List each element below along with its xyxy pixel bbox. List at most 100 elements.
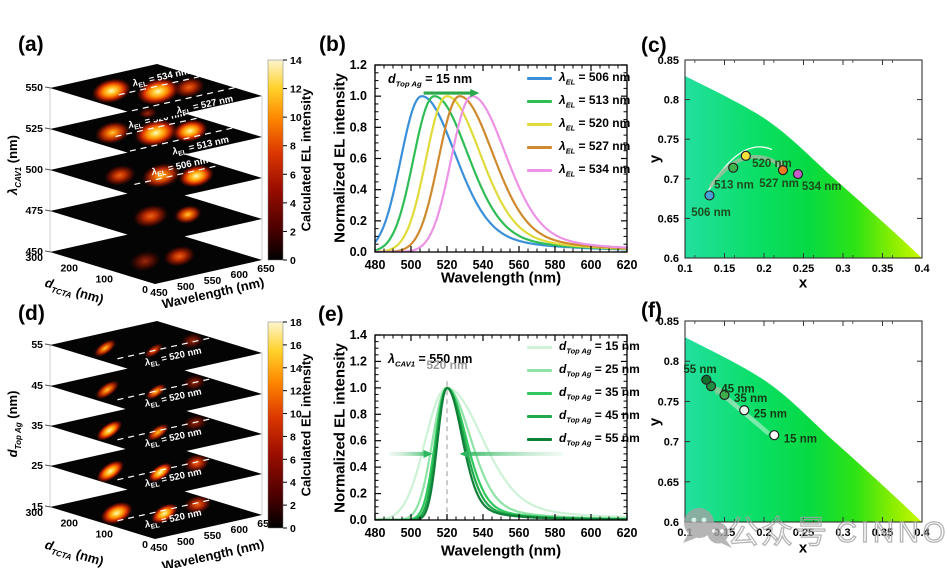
y-tick-label: 0.85	[658, 55, 679, 67]
y-tick-label: 550	[25, 82, 43, 94]
y-tick-label: 475	[25, 205, 43, 217]
x-tick-label: 540	[473, 526, 494, 540]
panel-f-x-axis-label: x	[798, 539, 808, 557]
panel-c-y-axis-label: y	[646, 154, 664, 164]
panel-e-x-axis-label: Wavelength (nm)	[440, 542, 562, 560]
y-tick-label: 0.7	[664, 437, 679, 449]
legend-label: dTop Ag = 45 nm	[559, 408, 640, 425]
cie-point	[704, 190, 715, 201]
el-intensity-blob	[178, 164, 214, 188]
d-tick-label: 100	[95, 528, 113, 540]
panel-e-peak-note: 520 nm	[426, 358, 468, 372]
x-tick-label: 0.3	[835, 527, 850, 539]
cie-point	[719, 389, 730, 401]
spectrum-curve	[375, 386, 627, 520]
el-intensity-blob	[141, 163, 181, 189]
x-tick-label: 0.2	[756, 527, 771, 539]
y-tick-label: 0.4	[350, 183, 367, 197]
x-tick-label: 580	[545, 526, 566, 540]
el-intensity-blob	[146, 423, 170, 442]
legend-item: λEL = 506 nm	[527, 67, 630, 90]
panel-a-letter: (a)	[18, 33, 44, 56]
cie-point	[740, 150, 751, 161]
legend-item: dTop Ag = 55 nm	[527, 428, 640, 451]
x-tick-label: 600	[581, 526, 602, 540]
el-intensity-blob	[172, 119, 208, 143]
panel-b-y-axis-label: Normalized EL intensity	[331, 73, 349, 243]
panel-e-legend: dTop Ag = 15 nm dTop Ag = 25 nm dTop Ag = …	[527, 336, 640, 451]
panel-c-x-axis-label: x	[798, 274, 808, 292]
y-tick-label: 1.4	[350, 328, 367, 342]
wavelength-tick-label: 650	[257, 263, 275, 275]
cie-point	[739, 405, 750, 416]
legend-swatch	[527, 99, 552, 104]
y-tick-label: 0.8	[350, 407, 367, 421]
x-tick-label: 0.15	[714, 263, 735, 275]
x-tick-label: 560	[509, 526, 530, 540]
panel-d-y-axis-label: dTop Ag (nm)	[5, 390, 23, 458]
colorbar-tick-label: 16	[290, 340, 302, 352]
colorbar-tick-label: 4	[290, 477, 296, 489]
wavelength-tick-label: 600	[230, 269, 248, 281]
y-tick-label: 0.4	[350, 460, 367, 474]
x-tick-label: 520	[437, 258, 458, 272]
x-tick-label: 0.4	[914, 263, 930, 275]
legend-item: λEL = 527 nm	[527, 136, 630, 159]
y-tick-label: 0.8	[664, 356, 679, 368]
cie-point-label: 55 nm	[683, 364, 716, 376]
cie-point-label: 506 nm	[691, 207, 731, 219]
legend-label: dTop Ag = 25 nm	[559, 362, 640, 379]
x-tick-label: 620	[617, 258, 638, 272]
cie-point	[777, 164, 789, 176]
x-tick-label: 540	[473, 258, 494, 272]
panel-f-y-axis-label: y	[646, 417, 664, 427]
el-intensity-blob	[129, 250, 161, 272]
panel-f-letter: (f)	[641, 299, 662, 322]
legend-swatch	[527, 414, 552, 419]
y-tick-label: 0.0	[350, 245, 367, 259]
y-tick-label: 0.65	[658, 213, 679, 225]
cie-point	[792, 168, 804, 180]
panel-e-annotation: λCAV1 = 550 nm	[388, 352, 473, 369]
el-intensity-blob	[147, 462, 173, 483]
wavelength-tick-label: 550	[204, 530, 222, 542]
cie-gamut-region	[685, 337, 922, 522]
legend-swatch	[527, 76, 552, 81]
x-tick-label: 0.2	[756, 263, 771, 275]
x-tick-label: 580	[545, 258, 566, 272]
el-intensity-blob	[173, 76, 205, 98]
panel-a-y-axis-label: λCAV1 (nm)	[5, 135, 23, 195]
colorbar-tick-label: 6	[290, 454, 296, 466]
y-tick-label: 25	[31, 460, 43, 472]
y-tick-label: 1.2	[350, 58, 367, 72]
panel-c-plot: 0.1 0.15 0.2 0.25 0.3 0.35 0.4 0.6 0.65 0.7 0.75 0.…	[658, 55, 931, 275]
d-tick-label: 200	[60, 518, 78, 530]
y-tick-label: 0.7	[664, 174, 679, 186]
y-tick-label: 55	[31, 339, 43, 351]
colorbar-tick-label: 12	[290, 84, 302, 96]
watermark-text-en: CINNO	[836, 517, 948, 549]
cie-point-label: 527 nm	[759, 178, 799, 190]
x-tick-label: 0.4	[914, 527, 930, 539]
el-intensity-blob	[132, 204, 169, 228]
legend-label: λEL = 506 nm	[559, 70, 631, 87]
colorbar-tick-label: 2	[290, 500, 296, 512]
arrow-head	[470, 88, 480, 98]
panel-e-letter: (e)	[318, 303, 344, 326]
legend-item: λEL = 520 nm	[527, 113, 630, 136]
x-tick-label: 0.1	[677, 263, 692, 275]
cie-point-label: 45 nm	[721, 384, 754, 396]
d-tick-label: 300	[25, 507, 43, 519]
watermark-text-cn: 公众号	[727, 514, 829, 550]
el-intensity-blob	[100, 501, 133, 525]
colorbar-tick-label: 14	[290, 55, 302, 67]
legend-label: dTop Ag = 35 nm	[559, 385, 640, 402]
x-tick-label: 560	[509, 258, 530, 272]
wavelength-tick-label: 450	[150, 287, 168, 299]
cie-point	[728, 162, 739, 173]
cie-point	[701, 374, 712, 385]
x-tick-label: 0.3	[835, 263, 850, 275]
el-intensity-blob	[163, 245, 196, 267]
colorbar-tick-label: 18	[290, 317, 302, 329]
